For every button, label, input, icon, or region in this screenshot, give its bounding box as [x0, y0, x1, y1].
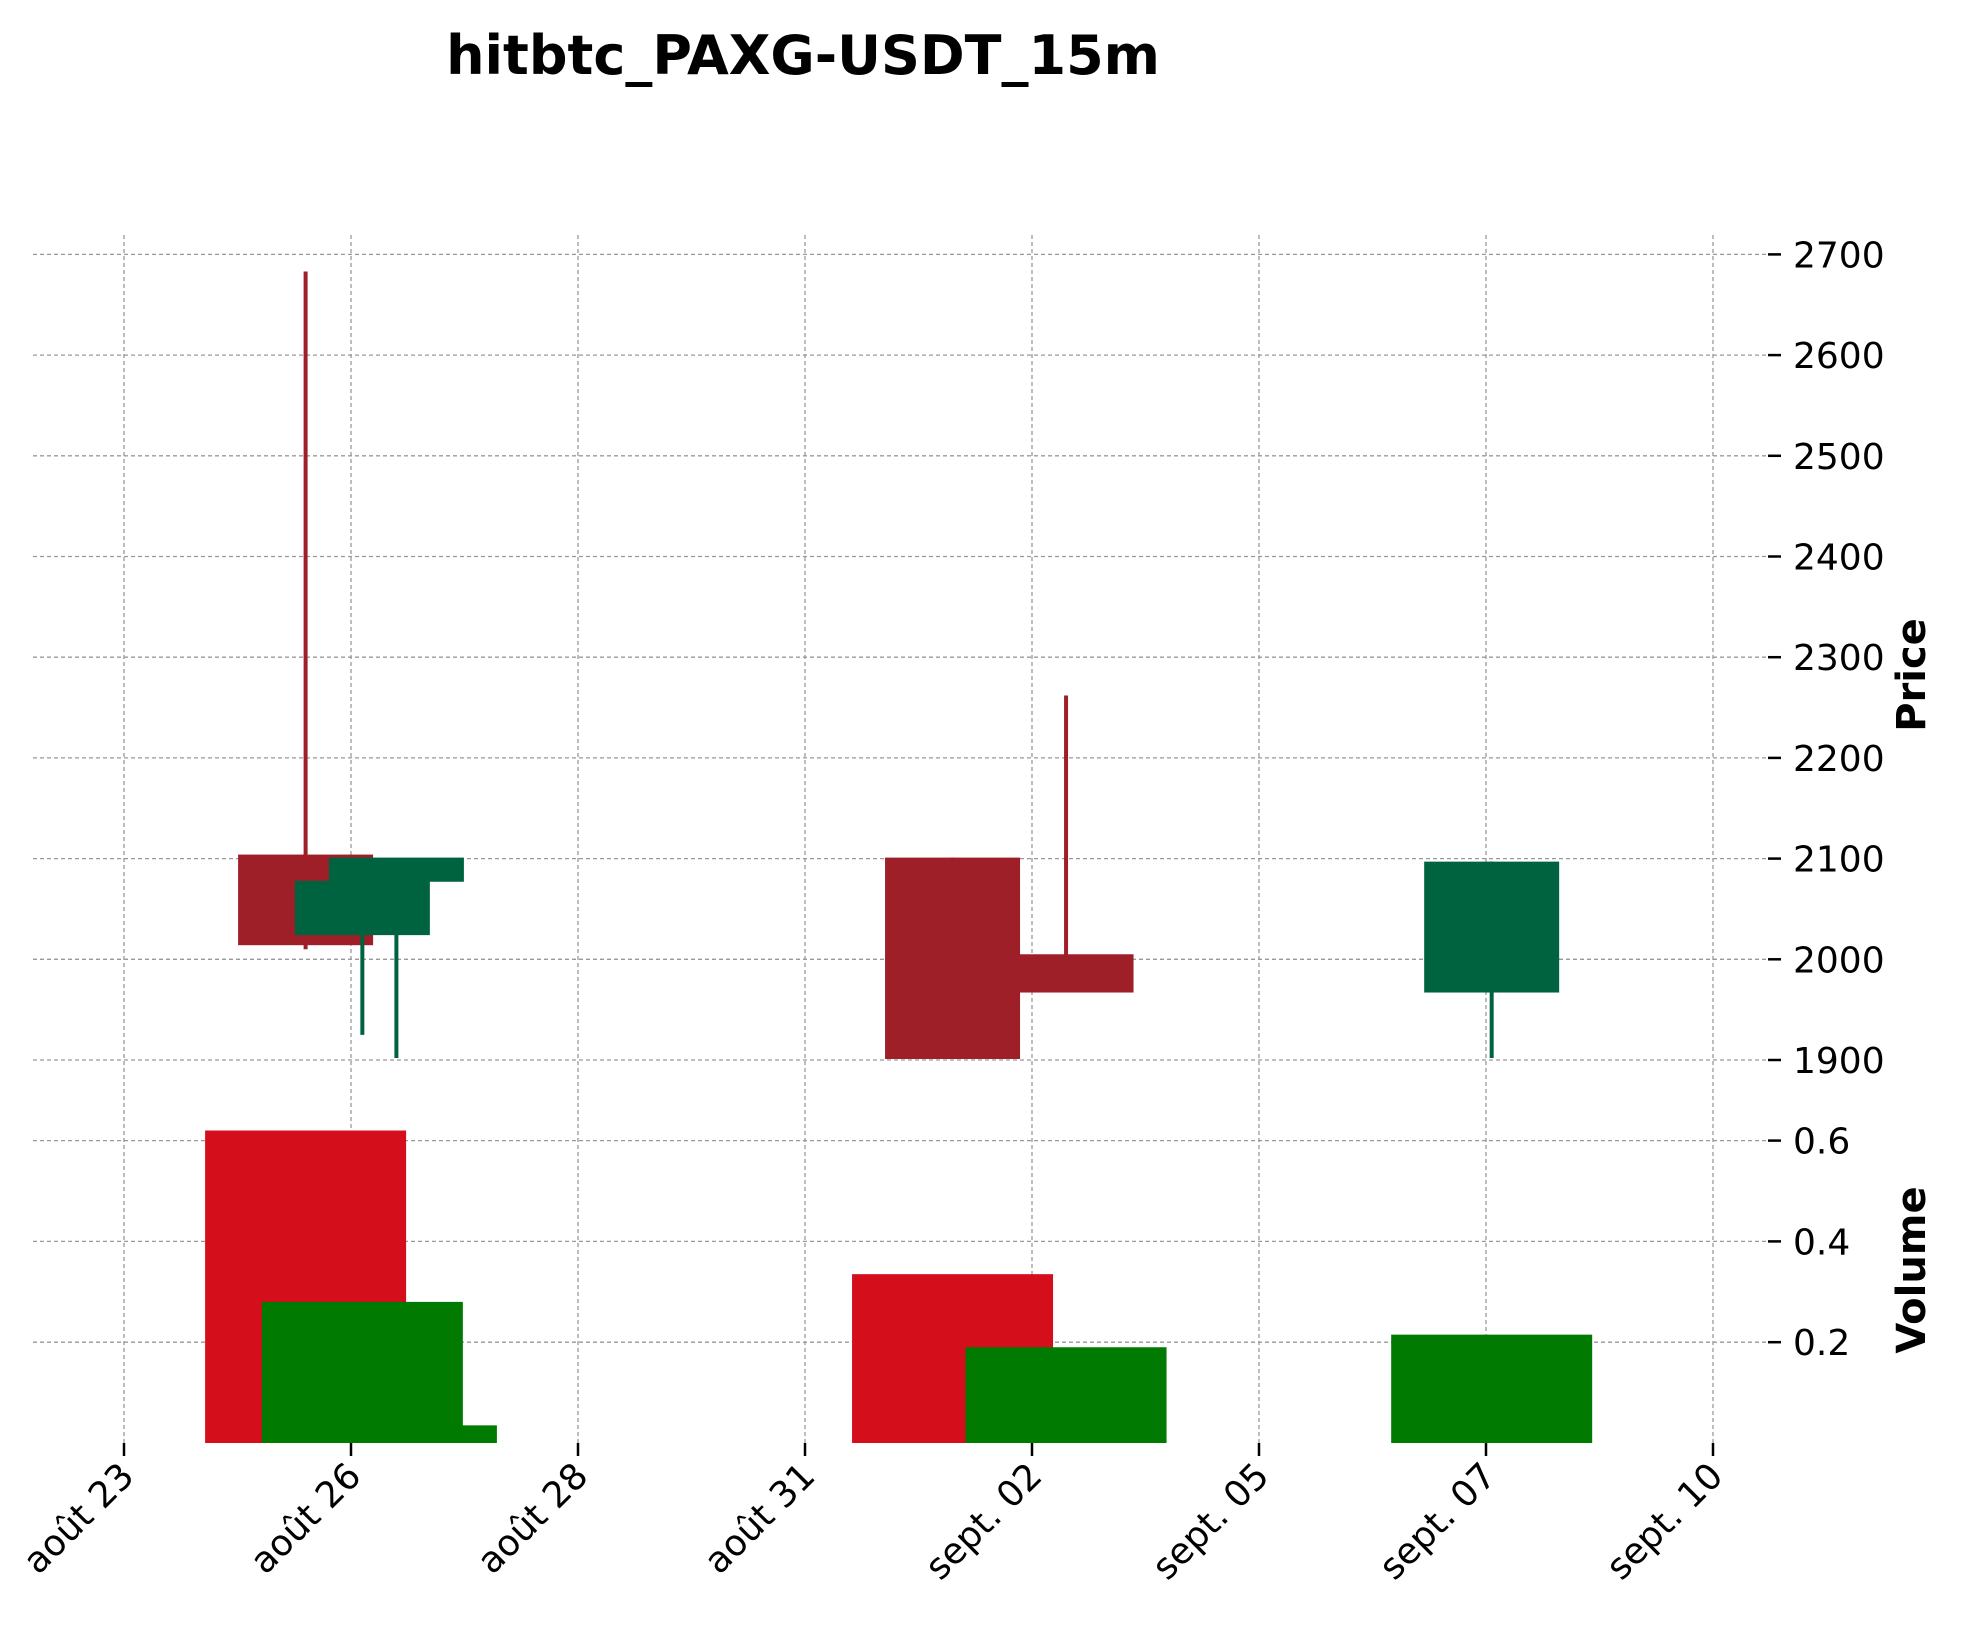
volume-bar	[1391, 1334, 1593, 1443]
candle-layer	[238, 271, 1560, 1059]
candle-body	[328, 857, 464, 882]
x-tick-label: sept. 05	[1145, 1455, 1278, 1588]
price-tick-label: 1900	[1793, 1041, 1885, 1082]
price-tick-label: 2300	[1793, 638, 1885, 679]
volume-axis-label: Volume	[1889, 1186, 1935, 1353]
candle-body	[885, 857, 1021, 1059]
x-tick-label: sept. 07	[1372, 1455, 1505, 1588]
price-tick-label: 2700	[1793, 235, 1885, 276]
price-tick-label: 2000	[1793, 940, 1885, 981]
volume-bar	[261, 1301, 463, 1443]
price-tick-label: 2400	[1793, 538, 1885, 579]
volume-layer	[205, 1130, 1593, 1443]
volume-tick-label: 0.6	[1793, 1122, 1850, 1163]
x-tick-label: août 31	[697, 1455, 824, 1582]
x-tick-label: août 23	[16, 1455, 143, 1582]
volume-tick-label: 0.2	[1793, 1323, 1850, 1364]
volume-bar	[295, 1425, 497, 1443]
candle-body	[998, 954, 1134, 993]
price-tick-label: 2600	[1793, 336, 1885, 377]
price-tick-label: 2500	[1793, 437, 1885, 478]
x-tick-label: sept. 02	[918, 1455, 1051, 1588]
price-tick-label: 2100	[1793, 840, 1885, 881]
price-tick-label: 2200	[1793, 739, 1885, 780]
candle-body	[294, 880, 430, 936]
candle-body	[1424, 861, 1560, 993]
volume-tick-label: 0.4	[1793, 1222, 1850, 1263]
x-tick-label: août 28	[470, 1455, 597, 1582]
price-axis-label: Price	[1889, 618, 1935, 732]
volume-bar	[965, 1347, 1167, 1443]
chart-title: hitbtc_PAXG-USDT_15m	[446, 24, 1160, 87]
x-tick-label: sept. 10	[1599, 1455, 1732, 1588]
x-tick-label: août 26	[243, 1455, 370, 1582]
